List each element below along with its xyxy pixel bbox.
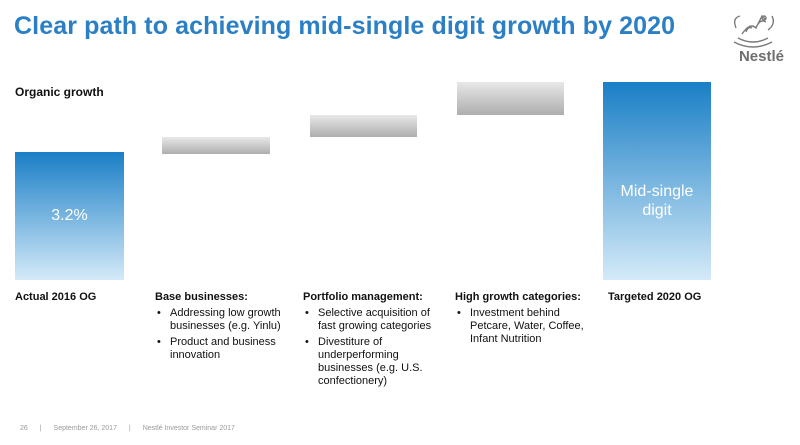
column-targeted: Targeted 2020 OG bbox=[608, 291, 738, 303]
footer: 26 | September 26, 2017 | Nestlé Investo… bbox=[20, 425, 245, 432]
logo-wordmark: Nestlé bbox=[738, 48, 784, 65]
category-label: Actual 2016 OG bbox=[15, 291, 97, 303]
bar-targeted-2020 bbox=[603, 82, 711, 280]
footer-separator: | bbox=[128, 425, 131, 432]
nestle-logo: Nestlé bbox=[722, 8, 784, 66]
bullet-item: Addressing low growth businesses (e.g. Y… bbox=[155, 307, 295, 333]
bar-actual-2016 bbox=[15, 152, 124, 280]
bullet-item: Investment behind Petcare, Water, Coffee… bbox=[455, 307, 595, 346]
bullet-item: Divestiture of underperforming businesse… bbox=[303, 336, 443, 388]
data-label-target: Mid-single digit bbox=[620, 183, 694, 219]
bar-step-portfolio bbox=[310, 115, 417, 137]
bullet-list: Addressing low growth businesses (e.g. Y… bbox=[155, 307, 295, 362]
column-portfolio-management: Portfolio management: Selective acquisit… bbox=[303, 291, 443, 391]
column-high-growth: High growth categories: Investment behin… bbox=[455, 291, 595, 349]
footer-date: September 26, 2017 bbox=[53, 425, 117, 432]
bullet-list: Selective acquisition of fast growing ca… bbox=[303, 307, 443, 388]
page-number: 26 bbox=[20, 425, 28, 432]
waterfall-chart bbox=[15, 82, 711, 280]
y-axis-label: Organic growth bbox=[15, 85, 104, 99]
bullet-item: Product and business innovation bbox=[155, 336, 295, 362]
nest-birds-icon bbox=[733, 14, 775, 48]
category-label: Portfolio management: bbox=[303, 291, 423, 303]
column-actual: Actual 2016 OG bbox=[15, 291, 145, 303]
category-label: Targeted 2020 OG bbox=[608, 291, 702, 303]
column-base-businesses: Base businesses: Addressing low growth b… bbox=[155, 291, 295, 365]
bullet-item: Selective acquisition of fast growing ca… bbox=[303, 307, 443, 333]
bar-step-high-growth bbox=[457, 82, 564, 115]
bar-step-base-businesses bbox=[162, 137, 270, 154]
footer-separator: | bbox=[39, 425, 42, 432]
bullet-list: Investment behind Petcare, Water, Coffee… bbox=[455, 307, 595, 346]
footer-event: Nestlé Investor Seminar 2017 bbox=[142, 425, 235, 432]
slide-title: Clear path to achieving mid-single digit… bbox=[14, 12, 676, 40]
category-label: High growth categories: bbox=[455, 291, 581, 303]
category-label: Base businesses: bbox=[155, 291, 248, 303]
data-label-actual: 3.2% bbox=[51, 207, 88, 224]
